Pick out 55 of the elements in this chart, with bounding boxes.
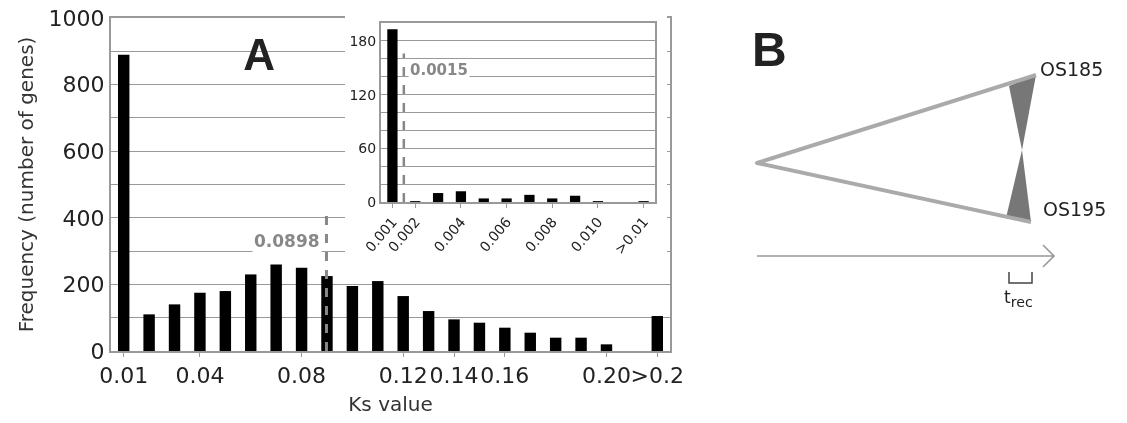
bar — [524, 194, 535, 202]
text: B — [752, 22, 787, 77]
bar — [270, 264, 282, 351]
bar — [524, 332, 536, 351]
x-tick-label: 0.08 — [277, 363, 327, 389]
bar — [168, 304, 181, 351]
ref-line-label: 0.0015 — [410, 61, 468, 79]
y-tick-label: 0 — [367, 193, 377, 210]
y-tick-label: 1000 — [48, 5, 105, 31]
x-tick-label: 0.12 — [378, 363, 428, 389]
bar — [651, 316, 664, 351]
bar — [194, 292, 206, 351]
bar — [245, 274, 257, 351]
bar — [473, 322, 486, 351]
bar — [372, 281, 384, 351]
x-tick-label: 0.14 — [429, 363, 479, 389]
y-tick-label: 600 — [62, 138, 105, 164]
bar — [547, 198, 558, 202]
x-tick-label: 0.16 — [480, 363, 530, 389]
bar — [117, 54, 130, 351]
text: t$_{rec}$ — [1004, 287, 1033, 311]
ref-line-label: 0.0898 — [254, 231, 320, 251]
bar — [499, 327, 511, 351]
text: OS195 — [1043, 198, 1107, 220]
bar — [549, 337, 562, 351]
bar — [478, 198, 489, 202]
y-tick-label: 60 — [358, 140, 377, 157]
y-tick-label: 120 — [349, 86, 377, 103]
y-tick-label: 0 — [90, 338, 105, 364]
bar — [448, 319, 460, 351]
bar — [397, 296, 409, 351]
bar — [432, 193, 444, 202]
bar — [219, 291, 232, 351]
y-tick-label: 800 — [62, 72, 105, 98]
bar — [422, 311, 435, 351]
bar — [575, 337, 587, 351]
x-axis-title: Ks value — [348, 392, 433, 417]
bar — [143, 314, 155, 351]
bar — [455, 191, 467, 202]
x-tick-label: 0.04 — [175, 363, 225, 389]
bar — [346, 286, 359, 351]
bar — [600, 344, 613, 351]
x-tick-label: 0.01 — [99, 363, 149, 389]
bar — [387, 29, 398, 202]
y-axis-title: Frequency (number of genes) — [13, 36, 38, 333]
y-tick-label: 200 — [62, 272, 105, 298]
bar — [501, 198, 512, 202]
x-tick-label: 0.20 — [581, 363, 631, 389]
x-tick-label: >0.2 — [630, 363, 685, 389]
y-tick-label: 400 — [62, 205, 105, 231]
bar — [295, 267, 308, 351]
text: OS185 — [1040, 58, 1104, 80]
bar — [569, 195, 581, 202]
chart-title: A — [243, 30, 276, 80]
y-tick-label: 180 — [349, 32, 377, 49]
